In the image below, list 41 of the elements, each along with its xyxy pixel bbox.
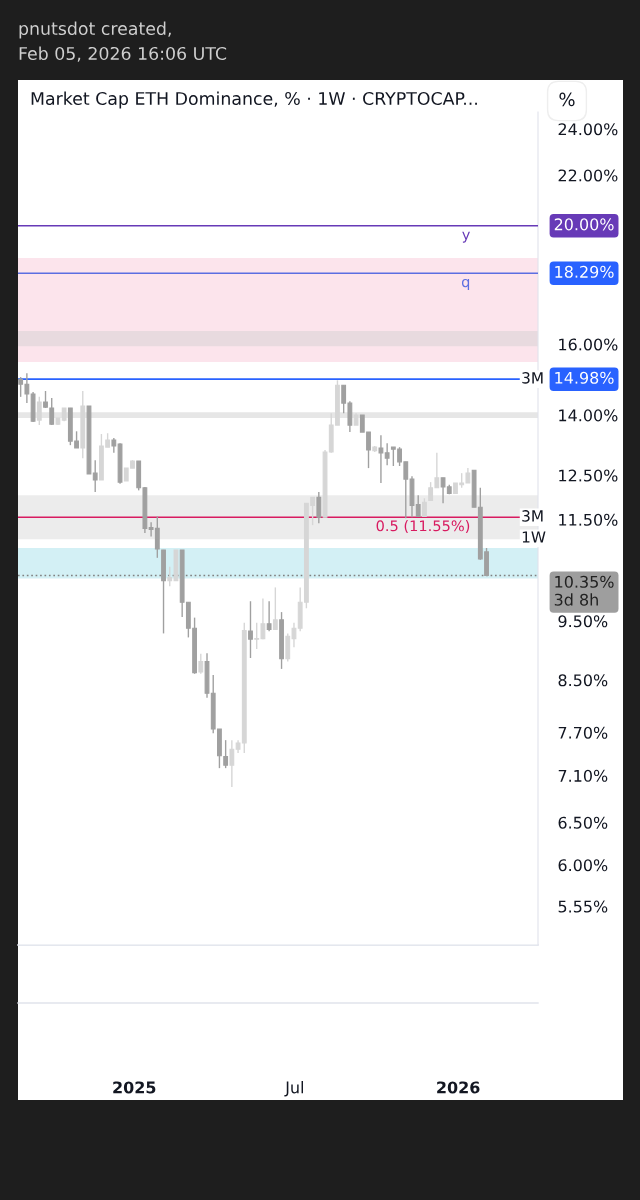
candlestick [248,600,253,659]
candlestick [378,434,384,484]
x-tick-label: 2026 [437,1081,480,1094]
x-tick-label: 2025 [113,1081,156,1094]
candlestick [421,497,427,518]
candlestick [384,442,390,466]
ref-line-label: q [461,278,470,291]
text: % [559,92,575,107]
y-tick-label: 8.50% [558,674,608,687]
y-tick-label: 12.50% [559,469,618,482]
annotation: 1W [522,531,546,543]
ref-line-label: 0.5 (11.55%) [376,520,470,534]
text: 18.29% [555,265,614,278]
y-tick-label: 6.50% [558,816,608,829]
chart-title: Market Cap ETH Dominance, % · 1W · CRYPTOCAP... [31,91,477,109]
candlestick [198,653,204,675]
y-tick-label: 11.50% [559,513,618,526]
ref-line-label: y [462,231,470,243]
candlestick [229,739,235,788]
candlestick [266,600,272,632]
y-tick-label: 22.00% [558,169,618,182]
text: 14.98% [555,371,614,384]
y-tick-label: 9.50% [558,615,608,628]
annotation: 3M [522,510,543,522]
x-tick-label: Jul [284,1081,303,1097]
text: Feb 05, 2026 16:06 UTC [19,46,227,62]
text: pnutsdot created, [19,21,171,39]
candlestick [223,739,229,769]
y-tick-label: 7.10% [558,769,608,782]
text: 10.35% 3d 8h [554,575,614,606]
candlestick [272,586,278,631]
y-tick-label: 14.00% [559,409,618,422]
candlestick [316,491,322,524]
y-tick-label: 6.00% [558,859,608,872]
y-tick-label: 5.55% [558,900,608,913]
annotation: 3M [522,372,543,384]
y-tick-label: 16.00% [559,338,618,351]
candlestick [36,396,42,426]
text: 20.00% [554,218,614,231]
y-tick-label: 24.00% [558,123,618,136]
y-tick-label: 7.70% [558,726,608,739]
